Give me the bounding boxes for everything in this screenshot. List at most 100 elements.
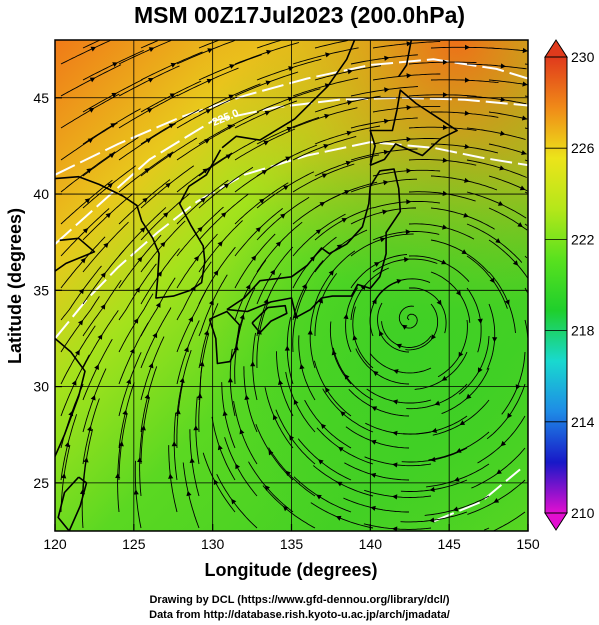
streamline bbox=[332, 347, 374, 401]
streamline bbox=[292, 77, 359, 97]
streamline bbox=[118, 234, 162, 289]
streamline-arrow bbox=[217, 444, 223, 451]
map-plot-area: 225.0 bbox=[55, 40, 528, 531]
streamline-arrow bbox=[370, 505, 376, 511]
streamline-arrow bbox=[307, 329, 313, 335]
streamline-arrow bbox=[286, 126, 293, 132]
streamline-arrow bbox=[318, 459, 324, 465]
streamline bbox=[350, 254, 408, 289]
streamline-arrow bbox=[97, 334, 103, 340]
streamline-arrow bbox=[429, 486, 435, 492]
streamline bbox=[140, 109, 200, 145]
streamline bbox=[350, 86, 418, 97]
streamline-arrow bbox=[250, 361, 256, 367]
credit-data: Data from http://database.rish.kyoto-u.a… bbox=[149, 609, 450, 621]
streamline bbox=[256, 171, 315, 209]
streamline bbox=[314, 40, 349, 49]
streamline-arrow bbox=[325, 387, 330, 393]
streamline-arrow bbox=[459, 420, 466, 426]
streamline bbox=[488, 239, 528, 279]
streamline-arrow bbox=[251, 255, 257, 261]
streamline bbox=[329, 321, 352, 385]
streamline bbox=[173, 412, 178, 481]
streamline bbox=[82, 193, 133, 241]
streamline bbox=[256, 40, 282, 49]
streamline bbox=[198, 303, 219, 369]
streamline-arrow bbox=[213, 270, 219, 276]
streamline bbox=[345, 426, 410, 449]
streamline bbox=[256, 58, 322, 81]
streamline-arrow bbox=[168, 473, 174, 479]
streamline-arrow bbox=[87, 138, 94, 144]
streamline bbox=[256, 196, 310, 241]
streamline-arrow bbox=[231, 498, 237, 505]
credit-drawing: Drawing by DCL (https://www.gfd-dennou.o… bbox=[149, 594, 450, 606]
streamline bbox=[276, 351, 294, 417]
streamline bbox=[198, 54, 262, 81]
streamline bbox=[405, 303, 439, 351]
streamline bbox=[372, 73, 441, 81]
streamline bbox=[372, 138, 441, 145]
streamline bbox=[134, 460, 142, 529]
streamline-arrow bbox=[64, 441, 70, 448]
streamline bbox=[234, 42, 300, 65]
streamline bbox=[118, 179, 171, 225]
streamline-arrow bbox=[197, 226, 203, 233]
streamline bbox=[60, 296, 100, 353]
colorbar-label: 218 bbox=[571, 323, 595, 339]
colorbar-label: 230 bbox=[571, 49, 595, 65]
streamline bbox=[60, 354, 90, 417]
x-tick-label: 140 bbox=[359, 536, 383, 552]
streamline bbox=[176, 179, 229, 225]
streamline bbox=[60, 64, 122, 97]
streamline bbox=[117, 444, 121, 513]
streamline bbox=[314, 229, 368, 273]
streamline-arrow bbox=[115, 473, 121, 479]
streamline bbox=[82, 137, 139, 177]
streamline-arrow bbox=[383, 180, 389, 186]
streamline bbox=[243, 366, 258, 433]
streamline bbox=[309, 301, 317, 369]
streamline bbox=[408, 126, 477, 131]
streamline-arrow bbox=[193, 255, 199, 262]
streamline bbox=[352, 306, 374, 369]
lat-lon-grid bbox=[55, 40, 528, 531]
longitude-ticks: 120 125 130 135 140 145 150 bbox=[43, 524, 540, 552]
streamline-arrow bbox=[401, 324, 408, 330]
streamline bbox=[466, 95, 527, 105]
streamline bbox=[168, 445, 178, 513]
streamline-arrow bbox=[392, 494, 398, 500]
streamline bbox=[430, 175, 498, 191]
streamline-arrow bbox=[263, 140, 269, 146]
streamline-arrow bbox=[452, 506, 459, 512]
streamline bbox=[211, 416, 236, 481]
x-tick-label: 130 bbox=[201, 536, 225, 552]
streamline-arrow bbox=[338, 446, 344, 452]
streamline-arrow bbox=[442, 59, 448, 65]
streamline-arrow bbox=[217, 241, 223, 247]
latitude-ticks: 25 30 35 40 45 bbox=[33, 90, 62, 491]
streamline bbox=[292, 213, 346, 257]
streamline bbox=[140, 137, 198, 177]
streamline bbox=[176, 96, 238, 129]
streamline-arrow bbox=[259, 198, 265, 204]
streamline-arrow bbox=[316, 494, 322, 500]
streamline-arrow bbox=[144, 393, 150, 400]
streamline bbox=[198, 274, 228, 337]
streamline-arrow bbox=[519, 185, 526, 191]
streamline bbox=[398, 305, 418, 329]
wind-streamlines bbox=[60, 40, 528, 531]
streamline bbox=[233, 401, 258, 465]
streamline bbox=[140, 366, 158, 433]
streamline-arrow bbox=[464, 177, 470, 183]
streamline-arrow bbox=[204, 139, 210, 144]
streamline bbox=[408, 287, 447, 334]
colorbar-max-triangle bbox=[544, 39, 568, 58]
streamline bbox=[82, 338, 113, 401]
streamline bbox=[81, 460, 87, 529]
coastline bbox=[55, 149, 222, 299]
streamline bbox=[256, 88, 321, 113]
streamline-arrow bbox=[111, 92, 117, 98]
colorbar-min-triangle bbox=[544, 512, 568, 531]
streamline-arrow bbox=[515, 384, 521, 390]
